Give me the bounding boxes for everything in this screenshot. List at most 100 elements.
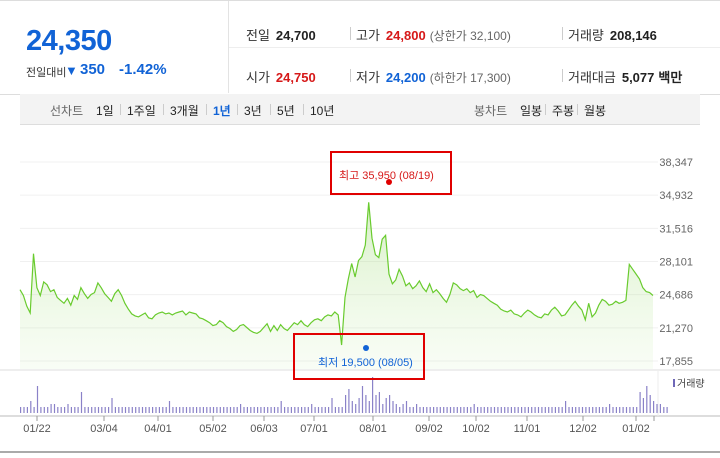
volume-bar (304, 407, 306, 413)
x-tick-label: 05/02 (199, 423, 227, 435)
volume-bar (294, 407, 296, 413)
volume-bar (521, 407, 523, 413)
volume-bar (656, 404, 658, 413)
volume-bar (124, 407, 127, 413)
stat-low: 저가 24,200 (하한가 17,300) (356, 67, 511, 86)
change-percent: -1.42% (119, 61, 167, 78)
tab-1w[interactable]: 1주일 (127, 104, 156, 118)
x-tick-label: 09/02 (415, 423, 443, 435)
tab-10y[interactable]: 10년 (310, 104, 335, 118)
volume-bar (653, 401, 655, 413)
volume-bar (240, 404, 242, 413)
current-price: 24,350 (26, 25, 112, 57)
volume-bar (236, 407, 238, 413)
volume-bar (619, 407, 621, 413)
volume-bar (84, 407, 86, 413)
volume-bar (172, 407, 174, 413)
volume-bar (355, 404, 357, 413)
volume-bar (534, 407, 536, 413)
stat-separator (562, 69, 563, 82)
volume-bar (331, 398, 333, 413)
volume-bar (219, 407, 221, 413)
volume-bar (605, 407, 607, 413)
volume-bar (497, 407, 499, 413)
volume-bar (189, 407, 191, 413)
change-value: 350 (80, 61, 106, 78)
volume-bar (114, 407, 116, 413)
volume-bar (592, 407, 594, 413)
volume-bar (91, 407, 93, 413)
volume-bar (165, 407, 167, 413)
volume-bar (625, 407, 628, 413)
volume-bar (226, 407, 228, 413)
tab-1y[interactable]: 1년 (213, 104, 231, 118)
tab-separator (303, 104, 304, 115)
volume-bar (338, 407, 340, 413)
volume-bar (446, 407, 448, 413)
volume-bar (216, 407, 218, 413)
tab-5y[interactable]: 5년 (277, 104, 295, 118)
y-tick-label: 21,270 (659, 323, 693, 335)
tab-separator (237, 104, 238, 115)
volume-bar (372, 377, 374, 413)
volume-bar (33, 407, 35, 413)
tab-3y[interactable]: 3년 (244, 104, 262, 118)
volume-bar (541, 407, 543, 413)
volume-bar (578, 407, 580, 413)
volume-bar (57, 407, 59, 413)
volume-bar (328, 407, 330, 413)
price-panel: 24,350 전일대비 ▼ 350 -1.42% (0, 1, 229, 93)
price-area (20, 202, 653, 369)
stat-value: 24,750 (275, 70, 316, 85)
volume-bar (389, 395, 391, 413)
volume-bar (121, 407, 123, 413)
volume-bar (575, 407, 577, 413)
volume-bar (50, 404, 52, 413)
volume-bar (375, 395, 377, 413)
y-tick-label: 24,686 (659, 290, 693, 302)
stat-label: 시가 (246, 70, 270, 85)
volume-bar (510, 407, 512, 413)
quote-header: 24,350 전일대비 ▼ 350 -1.42% 전일 24,700 고가 24,8… (0, 0, 720, 95)
tab-weekly[interactable]: 주봉 (552, 104, 575, 118)
tab-daily[interactable]: 일봉 (520, 104, 543, 118)
volume-bar (257, 407, 259, 413)
volume-bar (470, 407, 472, 413)
stat-open: 시가 24,750 (246, 67, 316, 86)
volume-bar (588, 407, 590, 413)
volume-bar (385, 398, 387, 413)
volume-bar (663, 407, 665, 413)
volume-bar (273, 407, 276, 413)
volume-bar (449, 407, 452, 413)
volume-bar (175, 407, 177, 413)
upper-limit: (상한가 32,100) (429, 29, 511, 43)
volume-bar (399, 407, 401, 413)
volume-bar (233, 407, 235, 413)
volume-bar (212, 407, 215, 413)
x-tick-label: 11/01 (514, 423, 541, 435)
volume-bar (456, 407, 458, 413)
volume-bar (297, 407, 299, 413)
volume-bar (138, 407, 140, 413)
volume-bar (365, 395, 367, 413)
volume-bar (101, 407, 103, 413)
stat-value: 208,146 (609, 28, 657, 43)
volume-bar (382, 404, 384, 413)
tab-1d[interactable]: 1일 (96, 104, 114, 118)
stat-label: 전일 (246, 28, 270, 43)
volume-bar (561, 407, 563, 413)
volume-bar (60, 407, 62, 413)
volume-bar (152, 407, 154, 413)
tab-3m[interactable]: 3개월 (170, 104, 199, 118)
tab-monthly[interactable]: 월봉 (584, 104, 607, 118)
chart-period-tabs: 선차트 1일 1주일 3개월 1년 3년 5년 10년 봉차트 일봉 주봉 월봉 (20, 94, 700, 125)
stat-high: 고가 24,800 (상한가 32,100) (356, 25, 511, 44)
stats-divider (229, 47, 720, 48)
volume-bar (426, 407, 428, 413)
volume-bar (348, 389, 350, 413)
volume-bar (206, 407, 208, 413)
volume-bar (67, 404, 69, 413)
volume-bar (504, 407, 506, 413)
volume-bar (416, 404, 418, 413)
volume-bar (311, 404, 313, 413)
